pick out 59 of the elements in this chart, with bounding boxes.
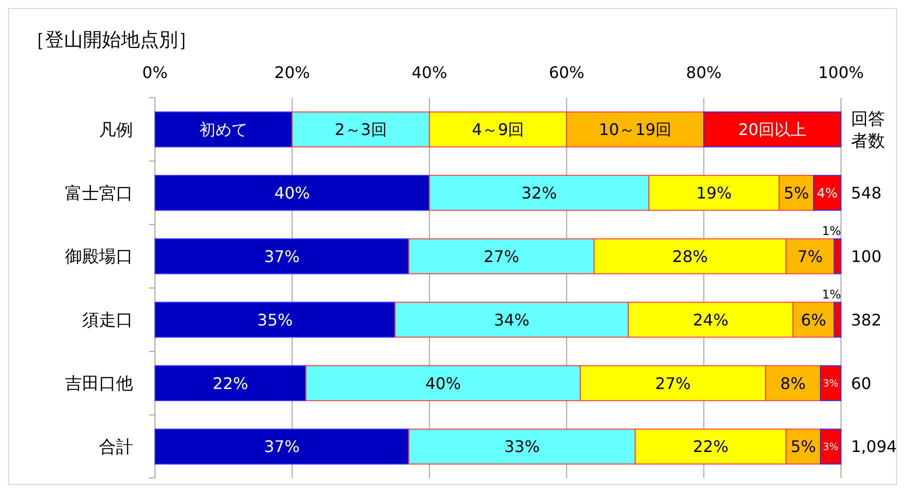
text: 初めて [200,120,248,139]
bar [154,238,410,274]
data-label: 37% [264,437,300,456]
data-label: 22% [212,374,248,393]
data-label: 8% [780,374,806,393]
text: 548 [851,183,882,202]
text: 382 [851,310,882,330]
y-tick-label: 富士宮口 [65,184,133,204]
data-label: 37% [264,246,300,266]
bar [834,302,842,338]
data-label: 35% [257,310,293,330]
x-tick-label: 100% [818,63,864,82]
bar [154,365,306,402]
data-label: 5% [784,183,810,202]
bar [834,238,842,274]
data-label: 3% [822,442,838,454]
bar [813,174,842,211]
y-tick-label: 御殿場口 [65,247,133,268]
y-tick-label: 須走口 [82,310,133,331]
bar [820,365,842,402]
text: 回答者数 [851,109,885,152]
text: 60 [851,374,872,393]
text: 100 [851,246,882,266]
bar [154,428,410,465]
bar [154,174,430,211]
text: 4～9回 [472,120,524,139]
data-label: 6% [800,310,826,330]
text: 2～3回 [334,120,387,139]
bar [820,428,842,465]
data-label: 34% [494,310,530,330]
data-label: 7% [797,246,823,266]
data-label: 33% [504,437,540,456]
text: 10～19回 [598,120,672,139]
data-label: 1% [822,287,841,302]
data-label: 40% [274,183,310,202]
chart-title: ［登山開始地点別］ [26,29,197,51]
text: 1,094 [851,437,897,456]
text: 20回以上 [738,120,807,139]
data-label: 3% [822,378,838,390]
bar [154,302,396,338]
data-label: 5% [790,437,816,456]
x-tick-label: 40% [412,63,448,82]
data-label: 22% [692,437,728,456]
data-label: 32% [521,183,557,202]
data-label: 1% [822,224,841,238]
y-tick-label: 合計 [99,438,133,458]
x-tick-label: 80% [686,63,722,82]
data-label: 19% [696,183,732,202]
x-tick-label: 60% [548,63,584,82]
data-label: 27% [655,374,691,393]
data-label: 4% [816,186,838,202]
data-label: 40% [425,374,461,393]
y-tick-label: 吉田口他 [65,374,133,394]
legend-title: 凡例 [99,120,133,140]
x-tick-label: 0% [142,63,168,82]
data-label: 27% [484,246,520,266]
data-label: 24% [692,310,728,330]
data-label: 28% [672,246,708,266]
x-tick-label: 20% [274,63,310,82]
